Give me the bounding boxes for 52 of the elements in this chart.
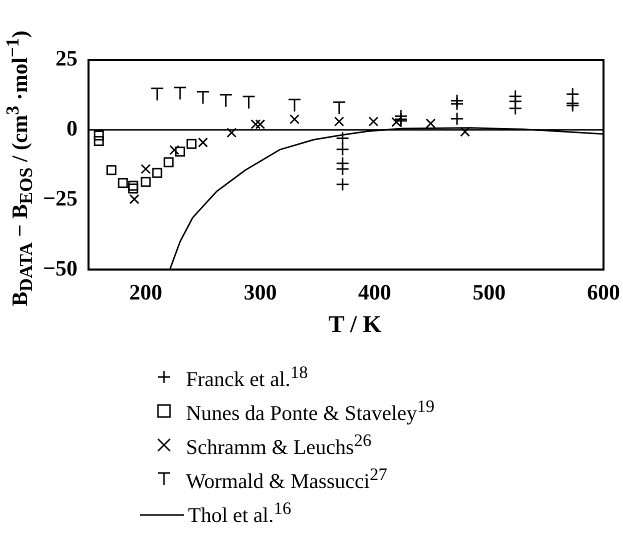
point — [336, 162, 350, 176]
legend-label: Wormald & Massucci$^{27}$ — [186, 464, 388, 494]
point — [196, 90, 210, 104]
point — [450, 97, 464, 111]
legend-label: Schramm & Leuchs$^{26}$ — [186, 430, 372, 460]
point — [368, 116, 378, 126]
point — [150, 88, 164, 102]
x-tick-label: 200 — [129, 279, 162, 304]
point — [336, 178, 350, 192]
y-tick-label: −50 — [42, 255, 78, 280]
point — [226, 128, 237, 138]
point — [140, 176, 151, 187]
point — [460, 126, 470, 137]
x-tick-label: 300 — [244, 279, 277, 304]
legend-label: Thol et al.$^{16}$ — [188, 498, 292, 528]
point — [169, 144, 180, 155]
point — [336, 132, 350, 145]
point — [94, 136, 104, 146]
x-tick-label: 600 — [587, 279, 620, 304]
point — [118, 178, 128, 188]
point — [288, 98, 302, 112]
point — [198, 137, 208, 148]
point — [128, 184, 138, 194]
x-axis-title: T / K — [328, 312, 382, 339]
y-tick-label: −25 — [42, 185, 78, 210]
point — [255, 119, 266, 130]
point — [426, 118, 436, 128]
point — [164, 157, 174, 168]
point — [140, 164, 151, 174]
point — [106, 165, 116, 176]
point — [129, 194, 140, 204]
point — [250, 119, 261, 130]
point — [336, 142, 350, 156]
point — [94, 130, 104, 140]
point — [186, 138, 197, 149]
point — [152, 168, 162, 178]
legend-label: Nunes da Ponte & Staveley$^{19}$ — [186, 396, 434, 426]
point — [334, 116, 344, 126]
point — [508, 102, 522, 116]
legend-label: Franck et al.$^{18}$ — [186, 362, 308, 392]
point — [242, 96, 256, 110]
x-tick-label: 400 — [358, 279, 392, 304]
x-tick-label: 500 — [472, 279, 506, 304]
point — [219, 94, 233, 108]
point — [332, 101, 346, 115]
point — [450, 112, 464, 126]
point — [173, 86, 187, 100]
point — [128, 180, 138, 191]
y-tick-label: 25 — [56, 46, 78, 71]
point — [175, 146, 186, 157]
point — [290, 114, 300, 124]
y-tick-label: 0 — [66, 116, 78, 141]
